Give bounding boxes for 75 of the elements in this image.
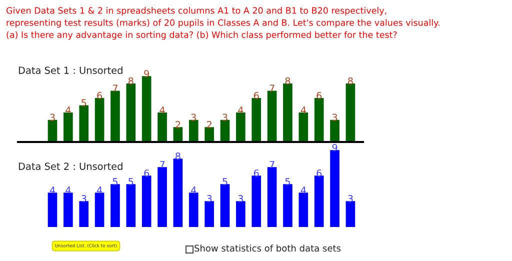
data-label: 7 [270, 161, 274, 168]
bar [48, 120, 58, 142]
data-label: 8 [128, 77, 134, 85]
bar [346, 83, 356, 142]
data-label: 2 [176, 120, 180, 128]
text: Show statistics of both data sets [194, 244, 341, 252]
bar [79, 201, 89, 227]
chart-title: Data Set 1 : Unsorted [18, 66, 122, 74]
data-label: 8 [285, 77, 290, 85]
bar [298, 112, 308, 142]
data-label: 3 [50, 114, 55, 122]
data-label: 7 [270, 84, 274, 92]
bar [330, 120, 340, 142]
data-label: 4 [66, 106, 71, 114]
bar [126, 184, 136, 227]
data-label: 9 [144, 70, 149, 78]
data-label: 4 [96, 186, 102, 194]
bar [252, 176, 262, 227]
bar [220, 120, 230, 142]
bar [236, 112, 246, 142]
text: Data Set 2 : Unsorted [18, 162, 122, 170]
bar [126, 83, 136, 142]
data-label: 4 [300, 106, 306, 114]
bar [79, 105, 89, 142]
bar [94, 98, 104, 142]
data-label: 4 [50, 186, 56, 194]
bar [220, 184, 230, 227]
bar [252, 98, 262, 142]
bar [110, 90, 120, 142]
data-label: 3 [348, 195, 353, 202]
data-label: 3 [238, 195, 243, 202]
bar [64, 192, 73, 227]
data-label: 3 [222, 114, 228, 122]
data-label: 4 [160, 106, 165, 114]
bar [48, 192, 58, 227]
bar [346, 201, 356, 227]
bar [204, 201, 214, 227]
bar [236, 201, 246, 227]
data-label: 7 [112, 84, 118, 92]
bar [158, 167, 167, 227]
data-label: 5 [82, 99, 86, 107]
data-label: 4 [191, 186, 196, 194]
bar [188, 120, 198, 142]
data-label: 5 [285, 178, 290, 186]
bar [314, 98, 324, 142]
bar [267, 90, 277, 142]
data-label: 3 [332, 114, 338, 122]
data-label: 7 [160, 161, 165, 168]
data-label: 2 [206, 120, 212, 128]
bar [142, 176, 152, 227]
bar [110, 184, 120, 227]
data-label: 4 [238, 106, 244, 114]
bar [188, 192, 198, 227]
bar [64, 112, 73, 142]
bar [173, 158, 183, 227]
bar [283, 184, 292, 227]
bar [283, 83, 292, 142]
data-label: 6 [316, 92, 322, 100]
bar [94, 192, 104, 227]
bar [267, 167, 277, 227]
text: Given Data Sets 1 & 2 in spreadsheets columns A1 to A 20 and B1 to B20 respectively, representing test results (marks) of 20 pupils in Classes A and B. Let's compare the values visually. (a) Is there any advantage in sorting data? (b) Which class performed better for the test? [6, 7, 440, 40]
data-label: 8 [348, 77, 353, 85]
bar [314, 176, 324, 227]
data-label: 6 [97, 92, 102, 100]
bar [204, 127, 214, 142]
bar [298, 192, 308, 227]
bar [142, 76, 152, 142]
data-label: 5 [112, 178, 118, 186]
data-label: 3 [191, 114, 196, 122]
data-label: 4 [66, 186, 71, 194]
bar [158, 112, 167, 142]
data-label: 9 [332, 144, 338, 152]
bar [330, 150, 340, 227]
data-label: 6 [254, 92, 259, 100]
data-label: 4 [300, 186, 306, 194]
